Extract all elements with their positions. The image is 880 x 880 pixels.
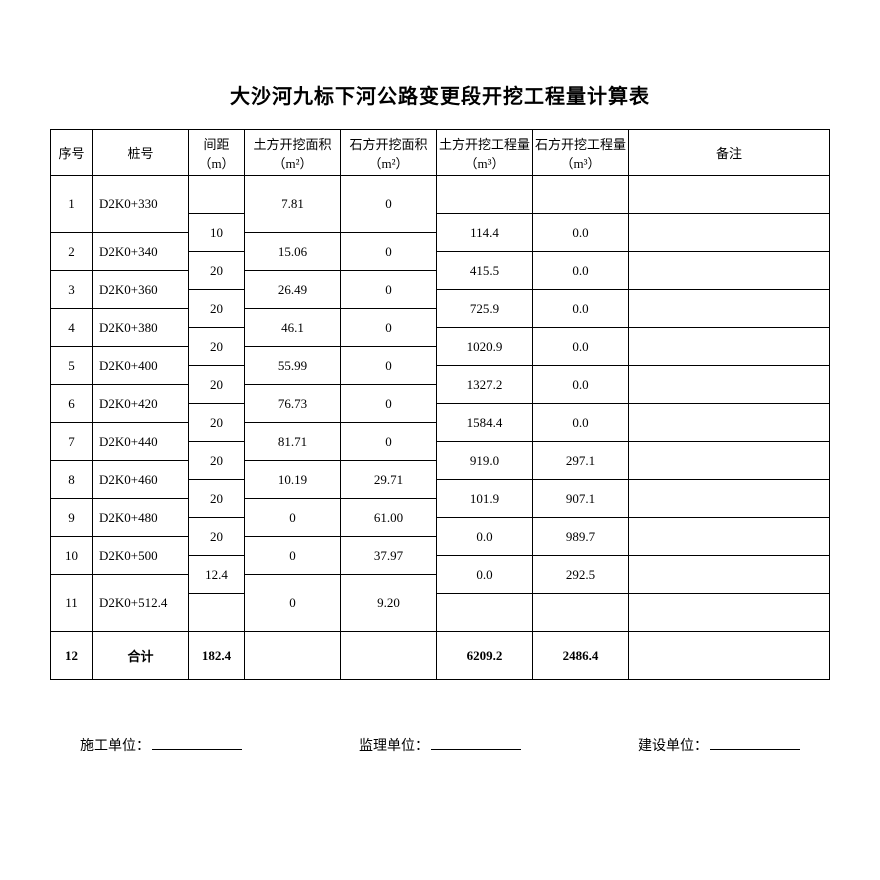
th-note: 备注: [629, 130, 830, 176]
owner-unit: 建设单位：: [638, 735, 800, 755]
th-seq: 序号: [51, 130, 93, 176]
th-vol2: 石方开挖工程量（m³）: [533, 130, 629, 176]
th-pile: 桩号: [93, 130, 189, 176]
construction-line: [152, 736, 242, 750]
th-vol1: 土方开挖工程量（m³）: [437, 130, 533, 176]
page-title: 大沙河九标下河公路变更段开挖工程量计算表: [50, 80, 830, 109]
th-area1: 土方开挖面积（m²）: [245, 130, 341, 176]
supervision-label: 监理单位：: [359, 735, 429, 755]
construction-unit: 施工单位：: [80, 735, 242, 755]
supervision-unit: 监理单位：: [359, 735, 521, 755]
construction-label: 施工单位：: [80, 735, 150, 755]
calc-table: 序号 桩号 间距（m） 土方开挖面积（m²） 石方开挖面积（m²） 土方开挖工程…: [50, 129, 830, 680]
table-row: 1D2K0+3307.810: [51, 176, 830, 214]
total-row: 12合计182.46209.22486.4: [51, 632, 830, 680]
th-dist: 间距（m）: [189, 130, 245, 176]
th-area2: 石方开挖面积（m²）: [341, 130, 437, 176]
owner-line: [710, 736, 800, 750]
table-header-row: 序号 桩号 间距（m） 土方开挖面积（m²） 石方开挖面积（m²） 土方开挖工程…: [51, 130, 830, 176]
supervision-line: [431, 736, 521, 750]
owner-label: 建设单位：: [638, 735, 708, 755]
signature-footer: 施工单位： 监理单位： 建设单位：: [50, 735, 830, 755]
